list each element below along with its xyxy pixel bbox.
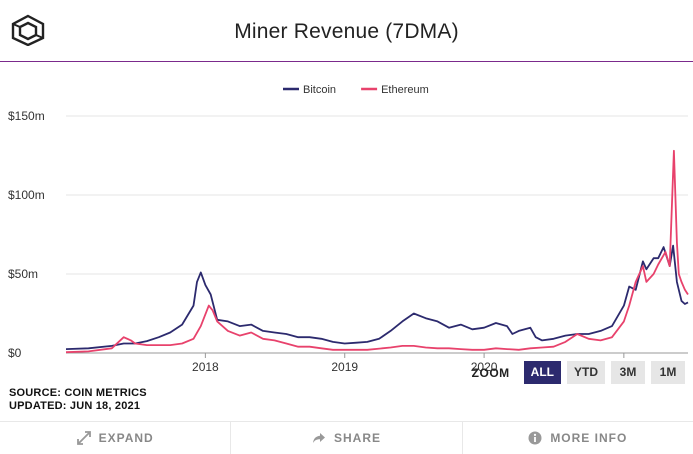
expand-arrows-icon	[76, 431, 91, 445]
y-tick-label: $100m	[8, 188, 45, 202]
zoom-all-button[interactable]: ALL	[523, 361, 561, 384]
expand-button[interactable]: EXPAND	[0, 422, 230, 454]
y-tick-label: $0	[8, 346, 22, 360]
x-tick-label: 2018	[192, 360, 219, 374]
zoom-label: ZOOM	[471, 365, 510, 380]
updated-line: UPDATED: JUN 18, 2021	[9, 400, 141, 412]
data-source-note: SOURCE: COIN METRICS UPDATED: JUN 18, 20…	[9, 387, 147, 413]
zoom-ytd-button[interactable]: YTD	[567, 361, 605, 384]
revenue-line-chart: Bitcoin Ethereum $0 $50m $100m $150m 2018 201…	[8, 84, 689, 374]
share-arrow-icon	[312, 431, 326, 445]
series-lines	[65, 149, 689, 354]
cube-logo-icon[interactable]	[10, 14, 46, 47]
zoom-controls: ZOOM ALL YTD 3M 1M	[472, 361, 685, 384]
chart-header: Miner Revenue (7DMA)	[0, 0, 693, 62]
chart-legend: Bitcoin Ethereum	[283, 84, 429, 96]
zoom-3m-button[interactable]: 3M	[611, 361, 645, 384]
share-label: SHARE	[333, 431, 381, 445]
chart-footer: EXPAND SHARE MORE INFO	[0, 421, 693, 454]
more-info-label: MORE INFO	[550, 431, 628, 445]
y-tick-label: $50m	[8, 267, 38, 281]
x-tick-label: 2020	[471, 360, 498, 374]
source-line: SOURCE: COIN METRICS	[9, 387, 147, 399]
expand-label: EXPAND	[98, 431, 154, 445]
y-gridlines	[66, 115, 688, 354]
series-line-ethereum	[65, 149, 689, 354]
chart-title: Miner Revenue (7DMA)	[234, 20, 459, 43]
info-circle-icon	[528, 431, 542, 445]
legend-label: Ethereum	[381, 84, 429, 96]
series-line-bitcoin	[65, 244, 689, 350]
x-tick-label: 2019	[331, 360, 358, 374]
share-button[interactable]: SHARE	[230, 422, 461, 454]
zoom-1m-button[interactable]: 1M	[651, 361, 685, 384]
more-info-button[interactable]: MORE INFO	[461, 422, 693, 454]
y-tick-label: $150m	[8, 109, 45, 123]
legend-label: Bitcoin	[303, 84, 336, 96]
y-axis-ticks: $0 $50m $100m $150m	[8, 109, 45, 360]
